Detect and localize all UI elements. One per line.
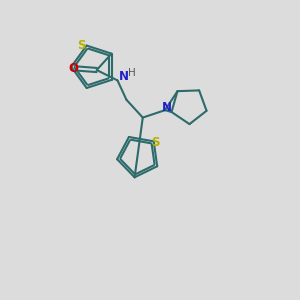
Text: S: S	[77, 39, 86, 52]
Text: S: S	[151, 136, 159, 149]
Text: N: N	[161, 101, 172, 114]
Text: O: O	[69, 62, 79, 75]
Text: H: H	[128, 68, 136, 78]
Text: N: N	[119, 70, 129, 83]
